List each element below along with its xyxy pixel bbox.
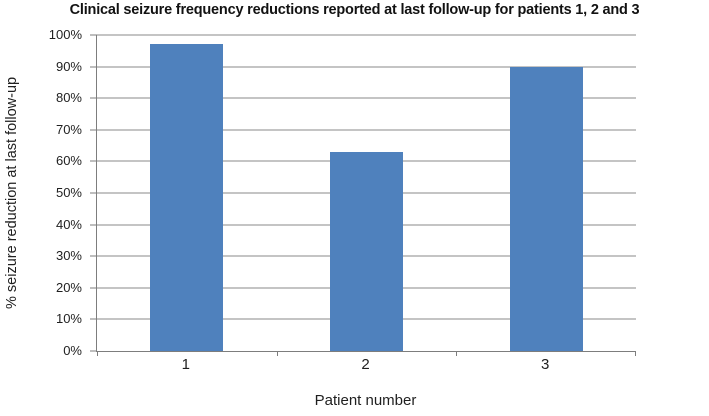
x-axis-tick-mark	[276, 351, 278, 356]
x-axis-tick-mark	[97, 351, 98, 356]
x-axis-title: Patient number	[314, 392, 417, 409]
y-axis-tick-mark	[90, 97, 97, 99]
y-axis-tick-mark	[90, 160, 97, 162]
y-axis-tick-label: 90%	[55, 58, 82, 74]
bar-patient-1	[150, 44, 224, 351]
x-tick-label: 1	[181, 356, 190, 373]
gridline	[97, 34, 636, 36]
x-axis-tick-mark	[635, 351, 636, 356]
chart-title: Clinical seizure frequency reductions re…	[69, 2, 640, 18]
y-axis-tick-label: 70%	[55, 121, 82, 137]
y-axis-tick-label: 50%	[55, 185, 82, 200]
bar-patient-3	[509, 66, 583, 351]
y-axis-tick-label: 0%	[63, 343, 82, 358]
y-axis-tick-mark	[90, 287, 97, 289]
y-axis-tick-mark	[90, 318, 97, 320]
x-tick-label: 2	[361, 356, 370, 373]
y-axis-tick-label: 40%	[55, 216, 82, 232]
bar-patient-2	[330, 151, 403, 351]
x-axis-tick-labels: 1 2 3	[96, 356, 635, 376]
y-axis-tick-label: 60%	[55, 153, 82, 169]
y-axis-tick-mark	[90, 224, 97, 226]
gridline	[97, 97, 636, 99]
y-axis-tick-label: 80%	[55, 90, 82, 106]
y-axis-tick-mark	[90, 34, 97, 36]
y-axis-tick-label: 10%	[55, 311, 82, 327]
y-axis-tick-label: 20%	[55, 279, 82, 295]
y-axis-tick-labels: 0% 10% 20% 30% 40% 50% 60% 70% 80% 90% 100%	[0, 28, 86, 358]
gridline	[97, 66, 636, 68]
plot-area	[90, 34, 636, 356]
y-axis-tick-label: 30%	[55, 248, 82, 264]
gridline	[97, 129, 636, 131]
x-axis-tick-mark	[456, 351, 458, 356]
y-axis-tick-mark	[90, 255, 97, 257]
y-axis-tick-mark	[90, 129, 97, 131]
y-axis-tick-mark	[90, 192, 97, 194]
x-tick-label: 3	[541, 356, 550, 373]
y-axis-tick-mark	[90, 350, 97, 352]
y-axis-tick-mark	[90, 66, 97, 68]
y-axis-tick-label: 100%	[48, 27, 82, 42]
